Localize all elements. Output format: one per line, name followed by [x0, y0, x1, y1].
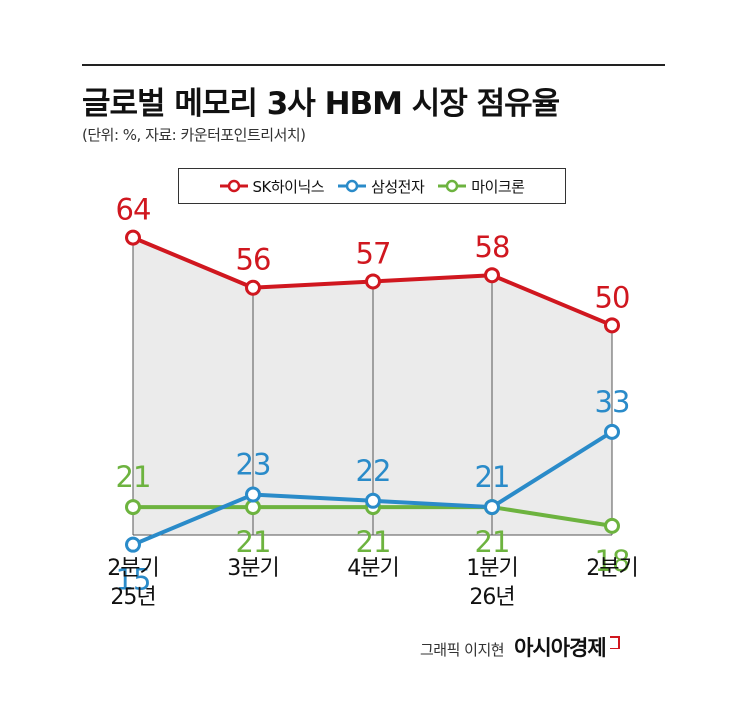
point-samsung-3 — [484, 499, 500, 516]
credit: 그래픽 이지현 아시아경제 — [420, 632, 620, 662]
point-samsung-2 — [365, 492, 381, 509]
legend-item-sk: SK하이닉스 — [219, 176, 325, 197]
x-tick-sublabel-3: 26년 — [469, 585, 514, 610]
legend: SK하이닉스 삼성전자 마이크론 — [178, 168, 566, 204]
point-samsung-0 — [125, 536, 141, 553]
label-micron-4: 18 — [595, 544, 630, 578]
legend-item-micron: 마이크론 — [438, 176, 525, 197]
label-sk-3: 58 — [475, 230, 510, 264]
point-sk-4 — [604, 317, 620, 334]
legend-marker-sk — [219, 179, 248, 193]
chart-title: 글로벌 메모리 3사 HBM 시장 점유율 — [82, 86, 560, 122]
label-micron-0: 21 — [116, 460, 151, 494]
brand-mark-icon — [609, 636, 620, 649]
label-samsung-0: 15 — [116, 563, 151, 597]
label-sk-0: 64 — [116, 193, 151, 227]
label-samsung-3: 21 — [475, 460, 510, 494]
x-tick-label-0: 2분기 — [107, 556, 158, 581]
label-samsung-4: 33 — [595, 385, 630, 419]
label-sk-1: 56 — [236, 243, 271, 277]
x-tick-label-4: 2분기 — [586, 556, 637, 581]
point-samsung-4 — [604, 423, 620, 440]
x-tick-label-3: 1분기 — [466, 556, 517, 581]
point-micron-4 — [604, 517, 620, 534]
chart-subtitle: (단위: %, 자료: 카운터포인트리서치) — [82, 126, 306, 144]
legend-item-samsung: 삼성전자 — [338, 176, 425, 197]
top-rule — [82, 64, 665, 66]
x-tick-sublabel-0: 25년 — [110, 585, 155, 610]
credit-text: 그래픽 이지현 — [420, 641, 505, 659]
legend-label-samsung: 삼성전자 — [371, 177, 425, 196]
x-tick-label-1: 3분기 — [227, 556, 278, 581]
label-sk-2: 57 — [356, 236, 391, 270]
label-micron-2: 21 — [356, 525, 391, 559]
label-samsung-1: 23 — [236, 448, 271, 482]
label-sk-4: 50 — [595, 280, 630, 314]
point-micron-0 — [125, 499, 141, 516]
label-micron-3: 21 — [475, 525, 510, 559]
legend-marker-samsung — [338, 179, 367, 193]
point-sk-0 — [125, 229, 141, 246]
point-sk-2 — [365, 273, 381, 290]
x-tick-label-2: 4분기 — [347, 556, 398, 581]
legend-label-sk: SK하이닉스 — [252, 177, 325, 196]
credit-brand: 아시아경제 — [514, 636, 607, 660]
label-micron-1: 21 — [236, 525, 271, 559]
point-samsung-1 — [245, 486, 261, 503]
legend-label-micron: 마이크론 — [471, 177, 525, 196]
point-sk-3 — [484, 267, 500, 284]
legend-marker-micron — [438, 179, 467, 193]
point-sk-1 — [245, 279, 261, 296]
label-samsung-2: 22 — [356, 454, 391, 488]
